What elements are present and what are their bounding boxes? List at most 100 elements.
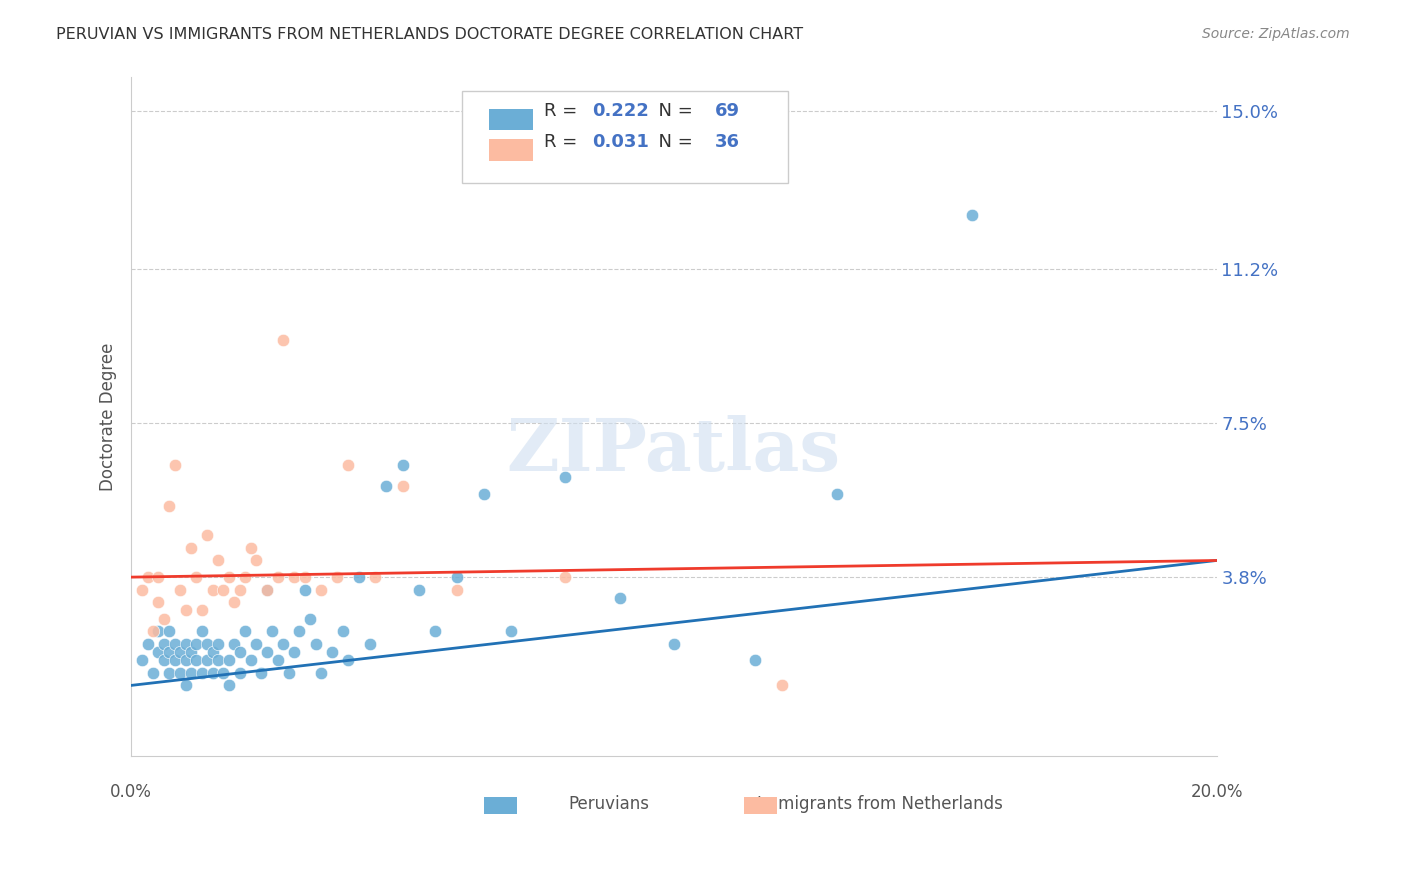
Point [142,665,165,680]
Point [364,570,387,584]
Text: R =: R = [544,103,582,120]
Point [245,553,267,567]
Point [962,208,984,222]
Point [229,582,252,597]
Point [180,645,202,659]
Point [609,591,631,605]
Point [201,665,224,680]
Point [148,595,170,609]
Point [148,645,170,659]
Point [233,570,256,584]
Point [218,570,240,584]
Point [267,570,290,584]
Point [375,478,398,492]
Point [267,653,290,667]
Point [157,500,180,514]
Point [283,645,305,659]
Point [163,653,186,667]
Text: Source: ZipAtlas.com: Source: ZipAtlas.com [1202,27,1350,41]
Point [294,582,316,597]
Point [337,653,360,667]
Point [201,645,224,659]
Point [174,637,197,651]
Text: ZIPatlas: ZIPatlas [506,416,841,486]
Point [359,637,381,651]
Point [212,582,235,597]
Point [250,665,273,680]
Point [472,487,495,501]
Point [283,570,305,584]
Point [233,624,256,639]
Point [174,678,197,692]
Point [169,665,191,680]
Point [207,653,229,667]
Point [288,624,311,639]
Y-axis label: Doctorate Degree: Doctorate Degree [100,343,117,491]
Point [554,470,576,484]
FancyBboxPatch shape [489,109,533,130]
Point [309,582,332,597]
Point [148,570,170,584]
Point [825,487,848,501]
Point [744,653,766,667]
Point [347,570,370,584]
Point [423,624,446,639]
FancyBboxPatch shape [463,91,787,183]
Point [174,653,197,667]
Point [554,570,576,584]
Point [153,653,176,667]
Point [239,653,262,667]
Point [157,624,180,639]
Point [212,665,235,680]
Point [309,665,332,680]
Point [271,637,294,651]
Point [446,570,468,584]
Point [256,645,278,659]
Point [136,637,159,651]
Point [131,653,153,667]
Point [294,570,316,584]
Point [501,624,523,639]
Point [408,582,430,597]
Text: 0.0%: 0.0% [110,783,152,801]
Point [207,553,229,567]
Point [186,570,208,584]
Text: 0.031: 0.031 [592,133,650,151]
Text: 20.0%: 20.0% [1191,783,1243,801]
Point [207,637,229,651]
Point [332,624,354,639]
Point [180,665,202,680]
Point [153,612,176,626]
Point [299,612,322,626]
Point [131,582,153,597]
Point [446,582,468,597]
Point [142,624,165,639]
Point [169,582,191,597]
Point [180,541,202,555]
Point [245,637,267,651]
Point [224,595,246,609]
Text: N =: N = [647,133,699,151]
Point [191,603,214,617]
Text: 69: 69 [716,103,740,120]
Point [391,478,413,492]
Text: Peruvians: Peruvians [568,795,650,813]
Text: 0.222: 0.222 [592,103,650,120]
Point [321,645,343,659]
Point [174,603,197,617]
Point [201,582,224,597]
Point [337,458,360,472]
FancyBboxPatch shape [489,139,533,161]
Point [186,637,208,651]
FancyBboxPatch shape [484,797,516,814]
Point [262,624,284,639]
Point [224,637,246,651]
Point [148,624,170,639]
Point [229,665,252,680]
Point [163,458,186,472]
Point [662,637,685,651]
Point [191,624,214,639]
Point [195,528,218,542]
Point [157,645,180,659]
Point [239,541,262,555]
